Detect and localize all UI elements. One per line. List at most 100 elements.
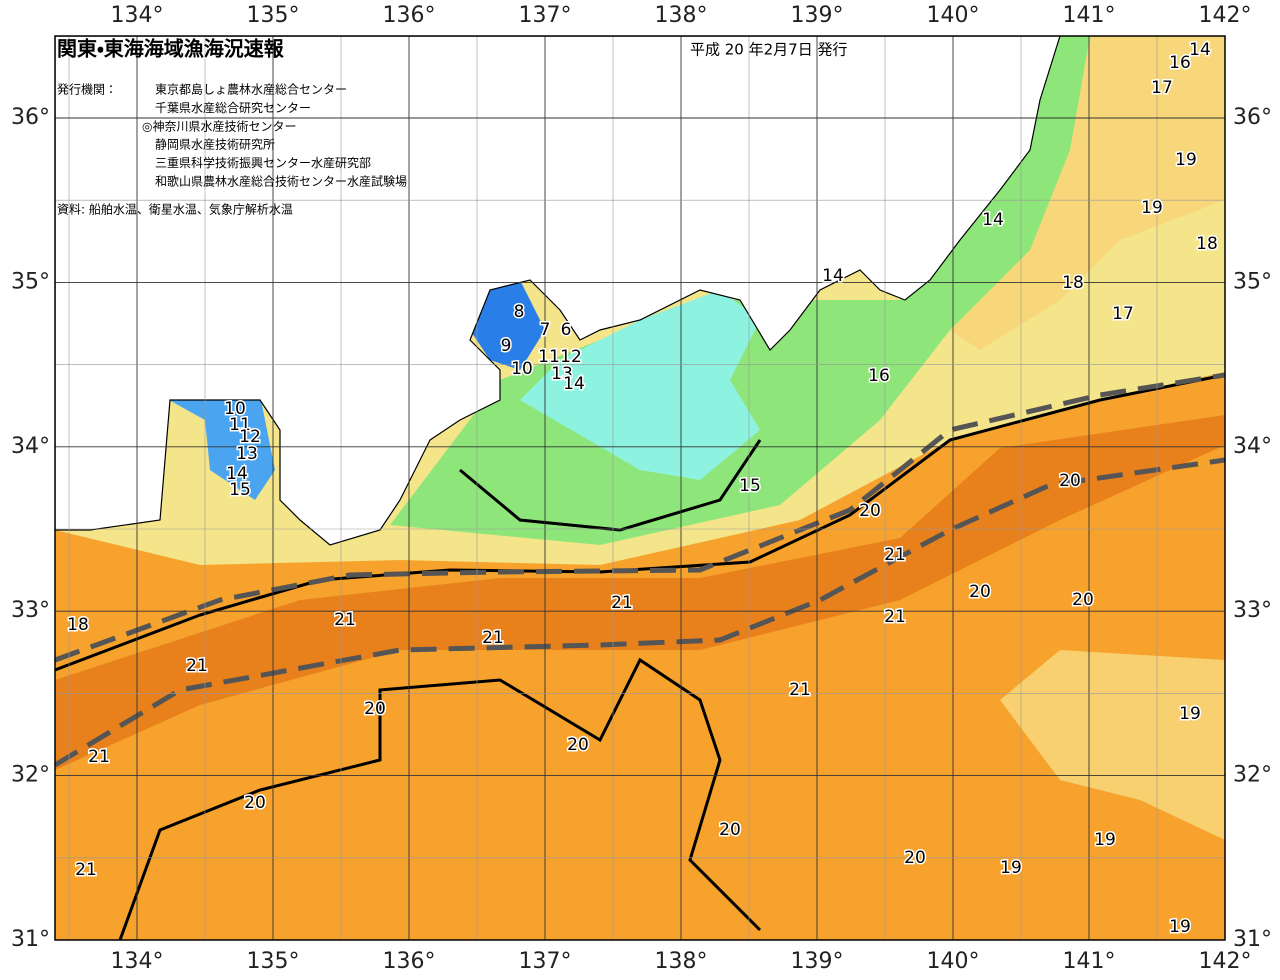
issue-date: 平成 20 年2月7日 発行: [690, 41, 847, 59]
lon-label: 136°: [383, 949, 436, 974]
contour-label: 9: [501, 336, 512, 356]
contour-label: 19: [1141, 198, 1163, 218]
contour-label: 16: [868, 366, 890, 386]
contour-label: 21: [884, 607, 906, 627]
contour-label: 15: [229, 480, 251, 500]
issuer: 和歌山県農林水産総合技術センター水産試験場: [155, 174, 407, 189]
contour-label: 14: [822, 266, 844, 286]
contour-label: 14: [226, 464, 248, 484]
contour-label: 21: [884, 545, 906, 565]
lat-label: 32°: [1233, 763, 1272, 788]
current-axis: [55, 457, 1225, 768]
issuer-label: 発行機関：: [57, 83, 117, 97]
bay-cold: [160, 395, 275, 500]
contour-label: 20: [567, 735, 589, 755]
source: 資料: 船舶水温、衛星水温、気象庁解析水温: [57, 202, 293, 217]
lon-label: 137°: [519, 949, 572, 974]
lat-label: 36°: [11, 105, 50, 130]
contour-label: 20: [719, 820, 741, 840]
lon-label: 140°: [927, 949, 980, 974]
contour-label: 21: [186, 656, 208, 676]
contour-label: 13: [551, 364, 573, 384]
lat-label: 35°: [1233, 269, 1272, 294]
lat-label: 34°: [1233, 434, 1272, 459]
lat-label: 34°: [11, 434, 50, 459]
current-axis: [55, 372, 1225, 663]
lon-label: 138°: [655, 949, 708, 974]
contour-label: 12: [560, 347, 582, 367]
contour-label: 8: [514, 302, 525, 322]
lon-label: 138°: [655, 3, 708, 28]
lat-label: 32°: [11, 763, 50, 788]
contour-label: 20: [1072, 590, 1094, 610]
contour-label: 17: [1112, 304, 1134, 324]
contour-label: 6: [561, 320, 572, 340]
contour-label: 10: [224, 399, 246, 419]
lon-label: 135°: [247, 3, 300, 28]
issuer: ◎神奈川県水産技術センター: [142, 118, 296, 133]
contour-label: 21: [611, 593, 633, 613]
map-frame: [54, 35, 1226, 941]
lat-label: 31°: [1233, 927, 1272, 952]
contour-label: 20: [969, 582, 991, 602]
lon-label: 139°: [791, 3, 844, 28]
lon-label: 139°: [791, 949, 844, 974]
bay-colder: [470, 280, 545, 370]
lat-label: 35°: [11, 269, 50, 294]
contour-label: 14: [982, 210, 1004, 230]
sea-cold: [520, 290, 760, 480]
cool-patch: [1000, 650, 1225, 840]
contour-label: 14: [1189, 40, 1211, 60]
contour-label: 21: [334, 610, 356, 630]
contour-label: 19: [1169, 917, 1191, 937]
graticule: [55, 36, 1225, 940]
issuer: 三重県科学技術振興センター水産研究部: [155, 155, 371, 170]
contour-label: 18: [1196, 234, 1218, 254]
contour-label: 13: [236, 444, 258, 464]
contour-label: 16: [1169, 53, 1191, 73]
contour-label: 20: [904, 848, 926, 868]
lat-label: 33°: [11, 598, 50, 623]
sea-mild-east: [950, 36, 1225, 350]
contour-label: 18: [1062, 273, 1084, 293]
contour-label: 21: [482, 628, 504, 648]
issuer: 東京都島しょ農林水産総合センター: [155, 82, 347, 97]
contour-label: 19: [1000, 858, 1022, 878]
lon-label: 140°: [927, 3, 980, 28]
contour-line: [55, 373, 1225, 672]
contour-label: 19: [1179, 704, 1201, 724]
contour-line: [118, 657, 762, 940]
contour-label: 11: [229, 415, 251, 435]
lon-label: 134°: [111, 3, 164, 28]
contour-label: 20: [859, 501, 881, 521]
contour-label: 21: [88, 747, 110, 767]
lat-label: 33°: [1233, 598, 1272, 623]
contour-label: 18: [67, 615, 89, 635]
sea-layers: [55, 36, 1225, 940]
contour-label: 20: [364, 699, 386, 719]
contour-label: 20: [1059, 471, 1081, 491]
contour-label: 20: [244, 793, 266, 813]
contour-label: 19: [1175, 150, 1197, 170]
lon-label: 142°: [1199, 949, 1252, 974]
lon-label: 135°: [247, 949, 300, 974]
lon-label: 141°: [1063, 3, 1116, 28]
contour-label: 10: [511, 359, 533, 379]
contour-label: 7: [540, 320, 551, 340]
contour-line: [459, 439, 762, 532]
contour-label: 15: [739, 476, 761, 496]
lon-label: 141°: [1063, 949, 1116, 974]
issuer: 千葉県水産総合研究センター: [155, 100, 311, 115]
issuer: 静岡県水産技術研究所: [155, 137, 275, 152]
contour-label: 11: [538, 347, 560, 367]
contour-label: 14: [563, 374, 585, 394]
contour-label: 12: [239, 427, 261, 447]
contour-label: 21: [75, 860, 97, 880]
contour-label: 17: [1151, 78, 1173, 98]
lon-label: 134°: [111, 949, 164, 974]
